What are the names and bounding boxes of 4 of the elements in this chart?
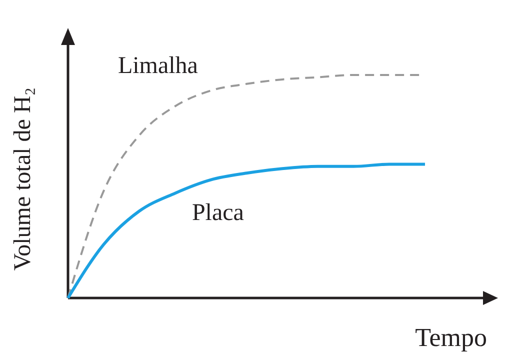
series-label: Limalha: [118, 53, 198, 79]
series-label: Placa: [192, 200, 244, 226]
x-axis-title: Tempo: [415, 323, 487, 352]
y-axis-title: Volume total de H₂: [10, 87, 36, 271]
